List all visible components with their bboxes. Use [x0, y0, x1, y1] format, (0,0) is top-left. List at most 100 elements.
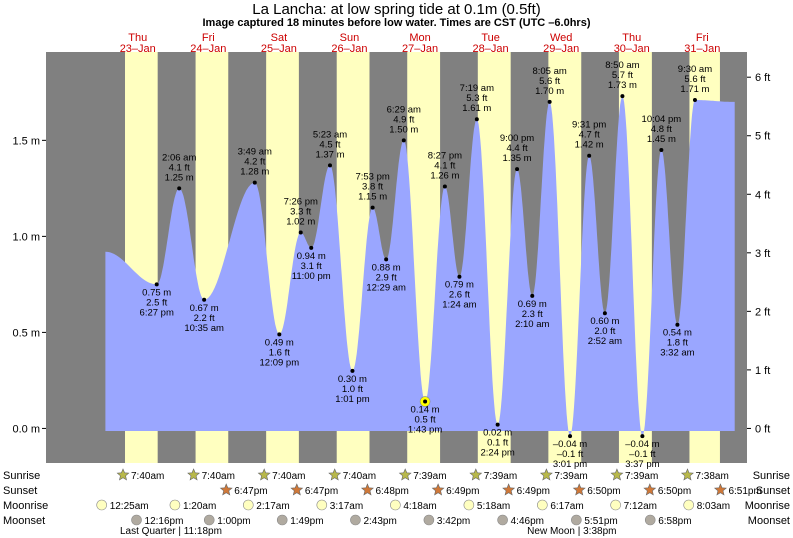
right-axis-tick-label: 1 ft — [755, 365, 770, 377]
low-tide-label: 3.1 ft — [301, 261, 322, 272]
moonset-time: 1:00pm — [217, 516, 250, 527]
low-tide-label: 0.60 m — [590, 316, 619, 327]
high-tide-label: 5.7 ft — [612, 70, 633, 81]
moonrise-time: 3:17am — [330, 501, 363, 512]
moonrise-icon — [390, 499, 401, 511]
right-axis-tick-label: 6 ft — [755, 72, 770, 84]
low-tide-label: 1:01 pm — [335, 394, 369, 405]
right-axis-tick-label: 3 ft — [755, 248, 770, 260]
low-tide-label: 0.30 m — [338, 374, 367, 385]
tide-extreme-point — [442, 184, 447, 189]
right-axis-tick-label: 4 ft — [755, 189, 770, 201]
day-label-dow: Tue — [481, 32, 500, 44]
low-tide-label: 0.02 m — [483, 428, 512, 439]
tide-extreme-point — [277, 332, 282, 337]
day-labels: Thu23–JanFri24–JanSat25–JanSun26–JanMon2… — [120, 32, 721, 55]
low-tide-label: 6:27 pm — [140, 307, 174, 318]
row-label-right-sunrise: Sunrise — [753, 470, 790, 482]
high-tide-label: 5:23 am — [313, 129, 347, 140]
low-tide-label: 2.6 ft — [449, 290, 470, 301]
moonset-time: 2:43pm — [363, 516, 396, 527]
tide-extreme-point — [602, 311, 607, 316]
tide-extreme-point — [202, 297, 207, 302]
moonset-time: 6:58pm — [658, 516, 691, 527]
sunset-time: 6:49pm — [517, 486, 550, 497]
high-tide-label: 10:04 pm — [642, 114, 682, 125]
high-tide-label: 3.3 ft — [290, 207, 311, 218]
sunrise-time: 7:38am — [695, 471, 728, 482]
day-label-dow: Wed — [550, 32, 572, 44]
low-tide-label: 0.75 m — [142, 287, 171, 298]
high-tide-label: 4.8 ft — [651, 124, 672, 135]
sunset-time: 6:49pm — [446, 486, 479, 497]
moonrise-icon — [537, 499, 548, 511]
moonset-icon — [203, 514, 215, 526]
low-tide-label: 1:43 pm — [408, 425, 442, 436]
moonset-icon — [571, 514, 582, 526]
moonrise-icon — [463, 499, 475, 511]
tide-extreme-point — [474, 117, 479, 122]
high-tide-label: 1.45 m — [647, 134, 676, 145]
day-label-dow: Mon — [409, 32, 430, 44]
moonset-time: 4:46pm — [511, 516, 544, 527]
low-tide-label: 0.67 m — [190, 303, 219, 314]
sunrise-icon — [116, 468, 130, 481]
tide-extreme-point — [384, 257, 389, 262]
row-label-left-moonset: Moonset — [3, 515, 45, 527]
low-tide-label: –0.04 m — [553, 439, 587, 450]
sunrise-time: 7:40am — [202, 471, 235, 482]
moonset-time: 1:49pm — [290, 516, 323, 527]
day-label-dow: Thu — [128, 32, 147, 44]
tide-extreme-point — [692, 98, 697, 103]
sunrise-time: 7:39am — [625, 471, 658, 482]
high-tide-label: 1.15 m — [358, 192, 387, 203]
sunset-time: 6:50pm — [658, 486, 691, 497]
moonset-icon — [350, 514, 361, 526]
moonrise-icon — [169, 499, 181, 511]
sunrise-icon — [610, 468, 624, 481]
day-label-dow: Sun — [340, 32, 360, 44]
row-label-right-moonset: Moonset — [748, 515, 790, 527]
sunset-icon — [643, 483, 657, 496]
high-tide-label: 1.37 m — [315, 149, 344, 160]
low-tide-label: 10:35 am — [184, 323, 224, 334]
low-tide-label: 2:52 am — [588, 336, 622, 347]
sunset-icon — [290, 483, 304, 496]
day-label-date: 31–Jan — [684, 43, 720, 55]
moonset-icon — [276, 514, 288, 526]
high-tide-label: 4.1 ft — [434, 160, 455, 171]
sunrise-time: 7:40am — [131, 471, 164, 482]
moonset-time: 3:42pm — [437, 516, 470, 527]
high-tide-label: 5.6 ft — [539, 76, 560, 87]
low-tide-label: 0.5 ft — [415, 415, 436, 426]
page-subtitle: Image captured 18 minutes before low wat… — [202, 17, 591, 29]
sunset-icon — [360, 483, 374, 496]
moonset-time: 5:51pm — [584, 516, 617, 527]
tide-extreme-point — [620, 94, 625, 99]
day-label-dow: Fri — [202, 32, 215, 44]
low-tide-label: 0.88 m — [372, 262, 401, 273]
low-tide-label: 3:32 am — [660, 348, 694, 359]
moonrise-icon — [610, 499, 621, 511]
tide-extreme-point — [350, 368, 355, 373]
tide-extreme-point — [587, 153, 592, 158]
sunset-time: 6:50pm — [587, 486, 620, 497]
sunrise-icon — [328, 468, 342, 481]
high-tide-label: 4.9 ft — [393, 114, 414, 125]
moonrise-time: 4:18am — [403, 501, 436, 512]
moonrise-icon — [683, 499, 694, 511]
tide-area — [105, 96, 735, 437]
day-label-date: 26–Jan — [331, 43, 367, 55]
moonrise-time: 5:18am — [477, 501, 510, 512]
low-tide-label: –0.04 m — [625, 439, 659, 450]
day-label-date: 23–Jan — [120, 43, 156, 55]
tide-extreme-point — [515, 167, 520, 172]
left-axis-tick-label: 1.5 m — [12, 135, 40, 147]
high-tide-label: 1.28 m — [240, 167, 269, 178]
high-tide-label: 8:50 am — [605, 60, 639, 71]
low-tide-label: 3:37 pm — [625, 459, 659, 470]
high-tide-label: 2:06 am — [162, 152, 196, 163]
low-tide-label: 1.0 ft — [342, 384, 363, 395]
tide-extreme-point — [370, 205, 375, 210]
right-axis-tick-label: 0 ft — [755, 423, 770, 435]
